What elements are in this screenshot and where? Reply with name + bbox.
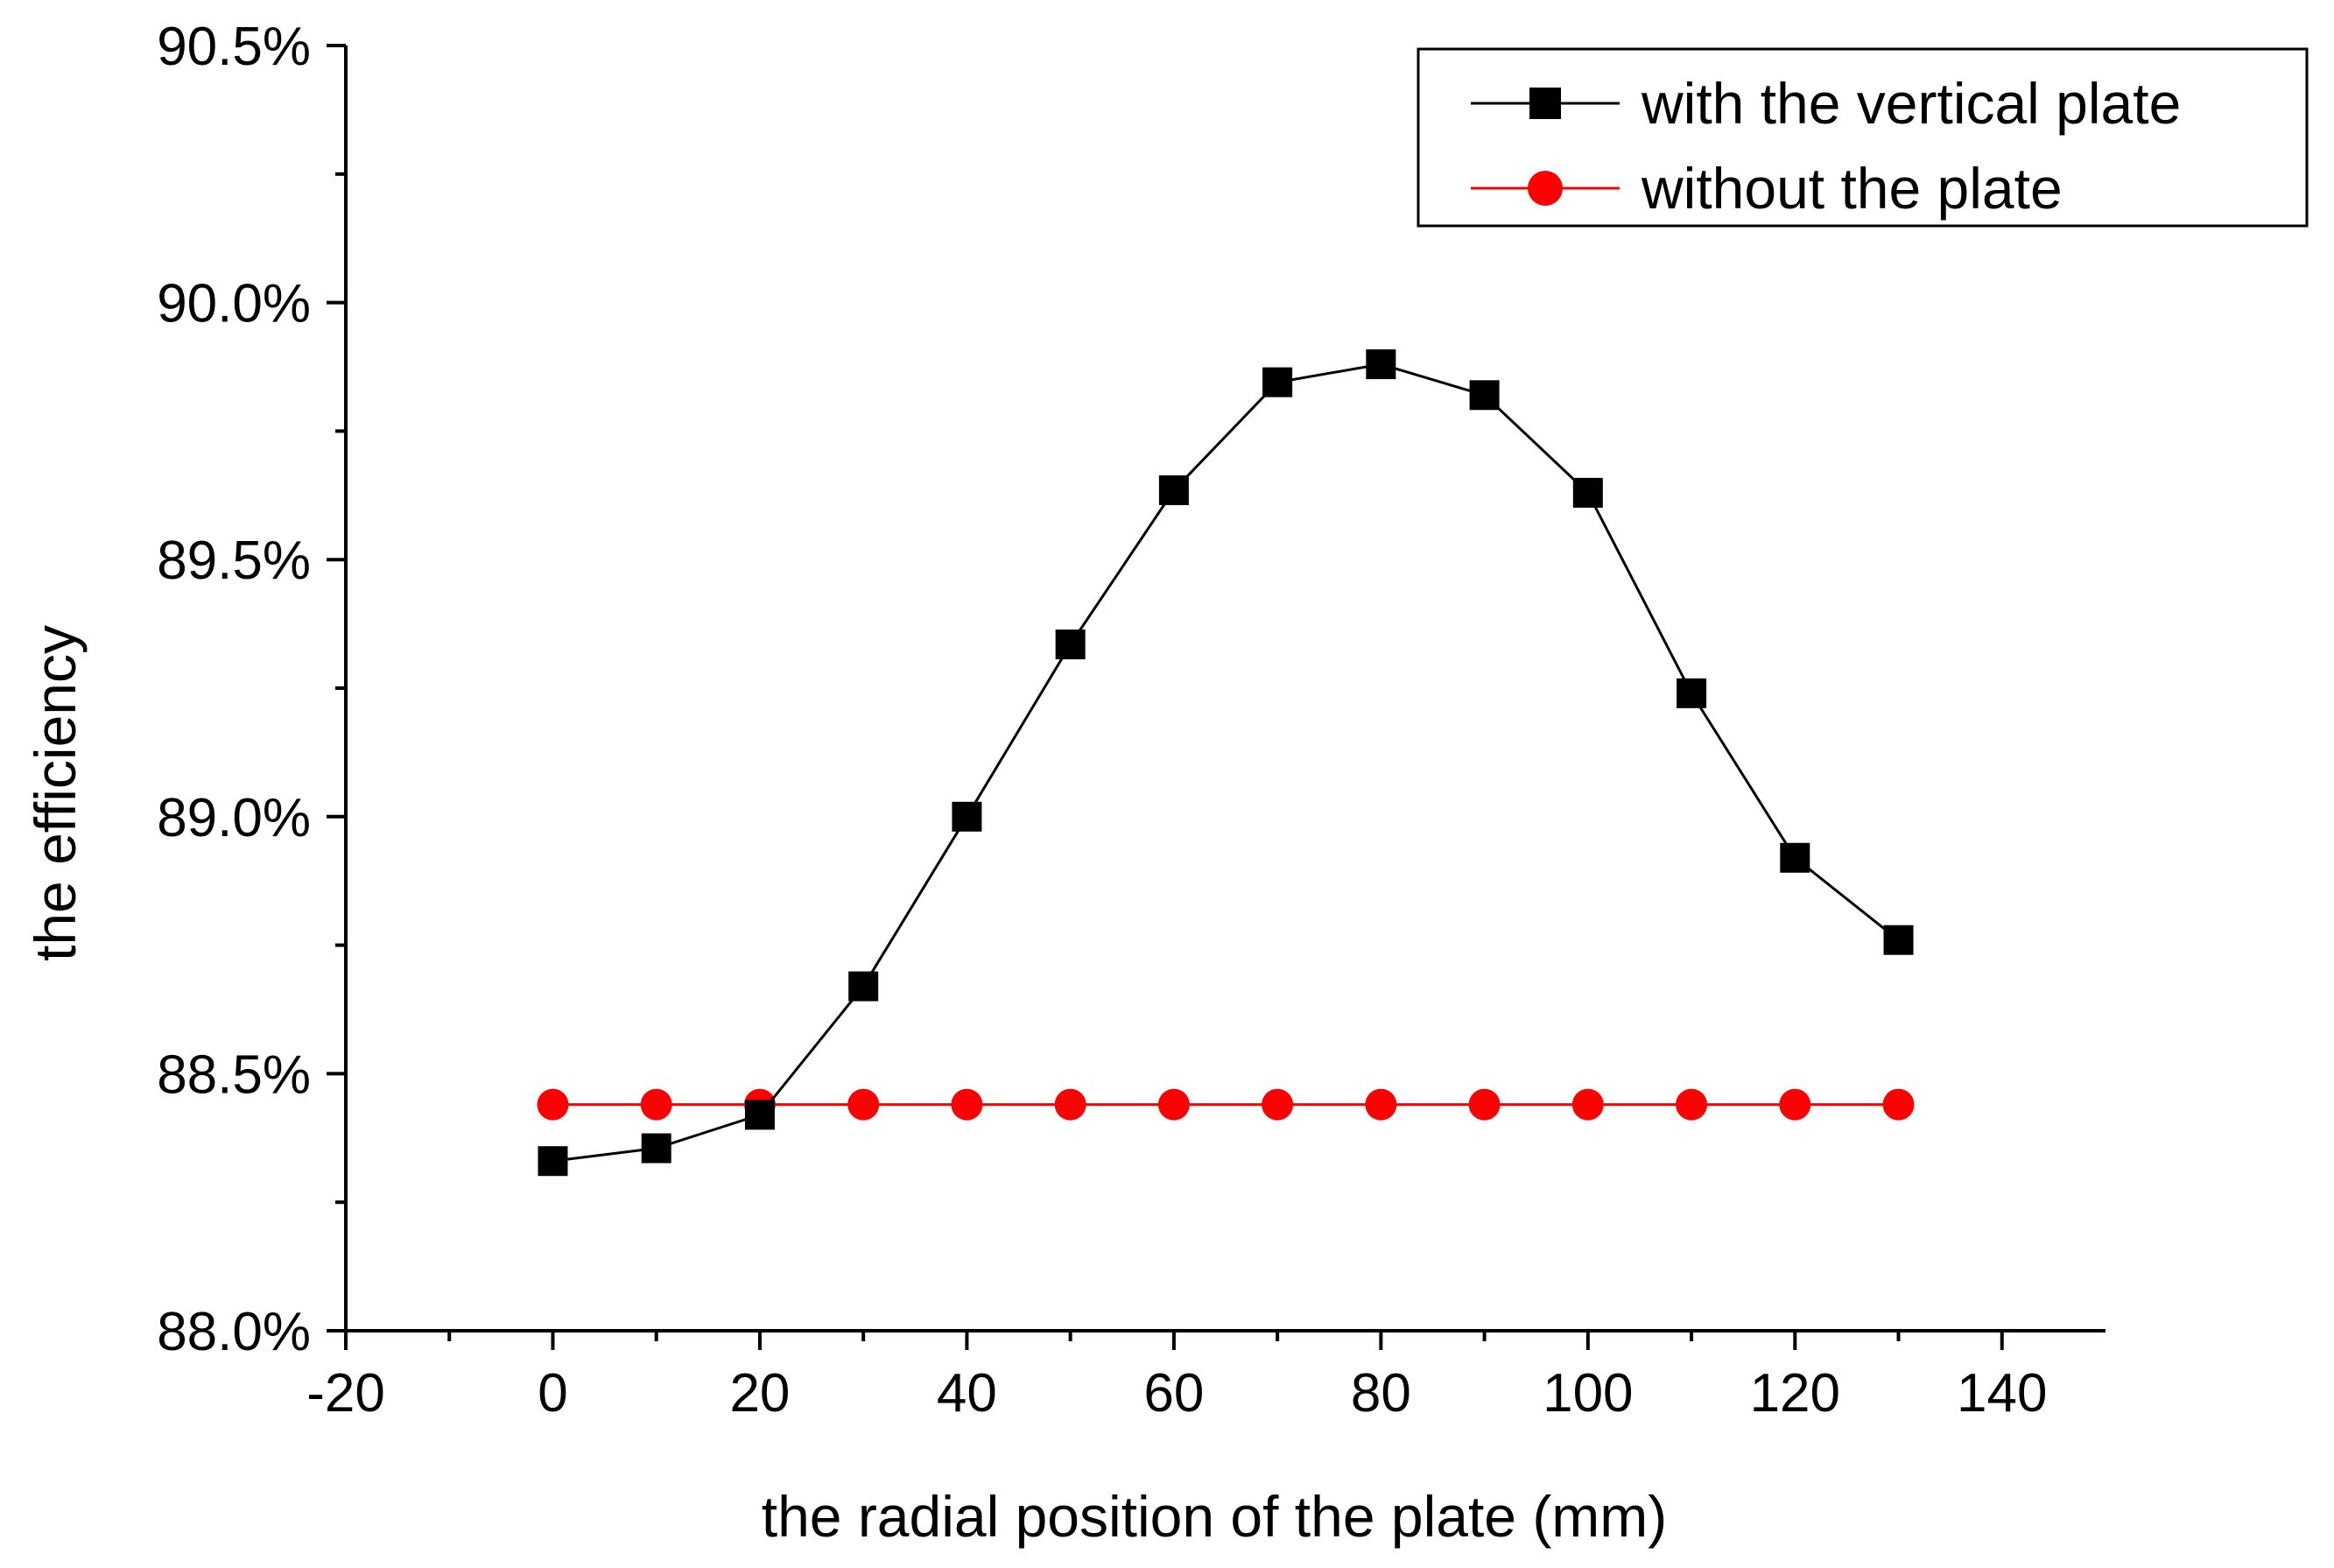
y-tick-label: 90.0%	[157, 274, 311, 334]
series-layer	[537, 349, 1915, 1177]
data-point-square	[848, 971, 879, 1002]
x-tick-label: 80	[1351, 1363, 1411, 1424]
data-point-square	[1469, 380, 1500, 411]
series-line-with-the-vertical-plate	[552, 362, 1900, 1163]
y-ticks: 88.0% 88.5% 89.0% 89.5% 90.0% 90.5%	[157, 17, 346, 1362]
y-tick-label: 90.5%	[157, 17, 311, 77]
data-point-circle	[1054, 1088, 1086, 1121]
data-point-square	[1883, 925, 1914, 955]
data-point-circle	[1468, 1088, 1501, 1121]
data-point-square	[744, 1100, 775, 1130]
data-point-square	[1055, 629, 1086, 660]
y-axis-title: the efficiency	[23, 625, 88, 961]
y-tick-label: 88.0%	[157, 1302, 311, 1362]
data-point-square	[1366, 349, 1396, 380]
x-axis-title: the radial position of the plate (mm)	[762, 1484, 1668, 1549]
y-tick-label: 88.5%	[157, 1044, 311, 1105]
legend-square-marker	[1529, 88, 1561, 119]
axes	[344, 46, 2106, 1332]
x-tick-label: 20	[729, 1363, 790, 1424]
x-tick-label: 40	[937, 1363, 997, 1424]
data-point-circle	[1882, 1088, 1915, 1121]
x-ticks: -20 0 20 40 60 80 100 120 140	[306, 1331, 2047, 1424]
x-tick-label: 120	[1750, 1363, 1840, 1424]
data-point-circle	[951, 1088, 983, 1121]
data-point-square	[1677, 678, 1707, 708]
data-point-square	[641, 1133, 671, 1164]
data-point-circle	[1262, 1088, 1294, 1121]
y-tick-label: 89.5%	[157, 531, 311, 591]
data-point-circle	[537, 1088, 569, 1121]
data-point-square	[1262, 367, 1293, 397]
x-tick-label: 100	[1543, 1363, 1633, 1424]
data-point-circle	[1779, 1088, 1811, 1121]
legend-label-with-plate: with the vertical plate	[1641, 71, 2181, 136]
x-tick-label: 140	[1957, 1363, 2047, 1424]
x-tick-label: 0	[538, 1363, 567, 1424]
x-tick-label: -20	[306, 1363, 385, 1424]
data-point-square	[1780, 842, 1810, 873]
data-point-square	[1158, 475, 1189, 505]
legend: with the vertical plate without the plat…	[1417, 47, 2309, 228]
data-point-circle	[1571, 1088, 1604, 1121]
legend-circle-marker	[1528, 171, 1563, 206]
x-tick-label: 60	[1143, 1363, 1204, 1424]
data-point-square	[952, 801, 982, 832]
legend-box	[1417, 47, 2309, 228]
data-point-circle	[847, 1088, 880, 1121]
data-point-square	[538, 1146, 568, 1177]
data-point-circle	[640, 1088, 672, 1121]
data-point-circle	[1676, 1088, 1708, 1121]
y-tick-label: 89.0%	[157, 788, 311, 848]
data-point-circle	[1157, 1088, 1190, 1121]
legend-label-without-plate: without the plate	[1641, 156, 2063, 221]
data-point-circle	[1365, 1088, 1397, 1121]
data-point-square	[1572, 477, 1603, 508]
